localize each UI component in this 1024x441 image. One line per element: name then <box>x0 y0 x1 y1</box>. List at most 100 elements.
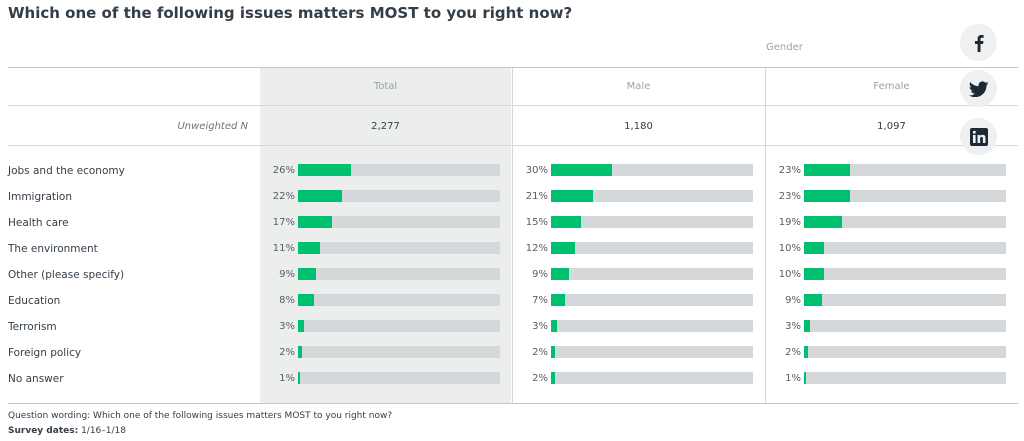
table-bottom-rule <box>8 403 1018 404</box>
bar-track-female <box>804 164 1006 176</box>
survey-dates-value: 1/16–1/18 <box>81 426 126 436</box>
data-label-female: 19% <box>778 217 801 228</box>
bar-track-total <box>298 346 500 358</box>
bar-male <box>551 164 612 176</box>
survey-dates-label: Survey dates: <box>8 426 79 436</box>
bar-track-male <box>551 164 753 176</box>
gender-group-label: Gender <box>766 42 803 53</box>
data-label-male: 12% <box>525 243 548 254</box>
bar-track-female <box>804 346 1006 358</box>
n-female: 1,097 <box>877 121 906 132</box>
data-label-male: 15% <box>525 217 548 228</box>
bar-total <box>298 320 305 332</box>
bar-track-total <box>298 190 500 202</box>
bar-track-female <box>804 242 1006 254</box>
bar-track-total <box>298 216 500 228</box>
category-label: Terrorism <box>8 321 57 333</box>
bar-track-male <box>551 372 753 384</box>
category-label: Immigration <box>8 191 72 203</box>
twitter-share-button[interactable] <box>960 70 997 107</box>
bar-track-female <box>804 372 1006 384</box>
header-divider <box>8 105 1018 106</box>
data-label-female: 9% <box>785 295 801 306</box>
column-divider-male <box>512 68 513 403</box>
bar-track-female <box>804 190 1006 202</box>
bar-total <box>298 372 301 384</box>
bar-total <box>298 216 333 228</box>
bar-female <box>804 372 807 384</box>
bar-male <box>551 372 556 384</box>
data-label-male: 9% <box>532 269 548 280</box>
bar-female <box>804 346 809 358</box>
data-label-male: 21% <box>525 191 548 202</box>
data-label-total: 22% <box>272 191 295 202</box>
bar-track-male <box>551 216 753 228</box>
bar-track-female <box>804 268 1006 280</box>
facebook-icon <box>974 34 984 52</box>
bar-track-total <box>298 372 500 384</box>
bar-male <box>551 346 556 358</box>
linkedin-share-button[interactable] <box>960 118 997 155</box>
data-label-total: 17% <box>272 217 295 228</box>
bar-total <box>298 346 303 358</box>
bar-track-total <box>298 242 500 254</box>
bar-male <box>551 320 558 332</box>
data-label-female: 23% <box>778 165 801 176</box>
bar-female <box>804 164 851 176</box>
bar-total <box>298 190 343 202</box>
data-label-female: 10% <box>778 243 801 254</box>
data-label-female: 10% <box>778 269 801 280</box>
data-label-male: 3% <box>532 321 548 332</box>
data-label-male: 2% <box>532 373 548 384</box>
bar-female <box>804 294 823 306</box>
bar-track-male <box>551 268 753 280</box>
n-male: 1,180 <box>624 121 653 132</box>
bar-track-male <box>551 242 753 254</box>
column-divider-female <box>765 68 766 403</box>
data-label-male: 2% <box>532 347 548 358</box>
column-header-male: Male <box>626 81 651 92</box>
bar-track-total <box>298 294 500 306</box>
bar-female <box>804 268 825 280</box>
unweighted-n-label: Unweighted N <box>177 121 248 132</box>
bar-track-total <box>298 268 500 280</box>
category-label: Other (please specify) <box>8 269 125 281</box>
bar-total <box>298 164 351 176</box>
question-wording: Question wording: Which one of the follo… <box>8 411 393 421</box>
n-row-divider <box>8 145 1018 146</box>
data-label-female: 23% <box>778 191 801 202</box>
bar-female <box>804 242 825 254</box>
data-label-total: 26% <box>272 165 295 176</box>
data-label-male: 30% <box>525 165 548 176</box>
bar-total <box>298 242 321 254</box>
linkedin-icon <box>969 127 988 146</box>
bar-female <box>804 320 811 332</box>
category-label: Health care <box>8 217 69 229</box>
bar-track-female <box>804 216 1006 228</box>
bar-track-female <box>804 294 1006 306</box>
bar-male <box>551 216 582 228</box>
data-label-total: 9% <box>279 269 295 280</box>
bar-track-female <box>804 320 1006 332</box>
bar-male <box>551 190 594 202</box>
bar-total <box>298 268 317 280</box>
bar-male <box>551 242 576 254</box>
data-label-male: 7% <box>532 295 548 306</box>
column-header-total: Total <box>373 81 398 92</box>
data-label-total: 1% <box>279 373 295 384</box>
bar-track-male <box>551 320 753 332</box>
data-label-female: 1% <box>785 373 801 384</box>
n-total: 2,277 <box>371 121 400 132</box>
data-label-total: 3% <box>279 321 295 332</box>
chart-title: Which one of the following issues matter… <box>8 4 573 22</box>
bar-track-male <box>551 190 753 202</box>
table-top-rule <box>8 67 1018 68</box>
bar-male <box>551 268 570 280</box>
data-label-total: 8% <box>279 295 295 306</box>
category-label: Jobs and the economy <box>8 165 125 177</box>
bar-track-male <box>551 346 753 358</box>
category-label: No answer <box>8 373 64 385</box>
bar-female <box>804 216 843 228</box>
facebook-share-button[interactable] <box>960 24 997 61</box>
data-label-total: 11% <box>272 243 295 254</box>
